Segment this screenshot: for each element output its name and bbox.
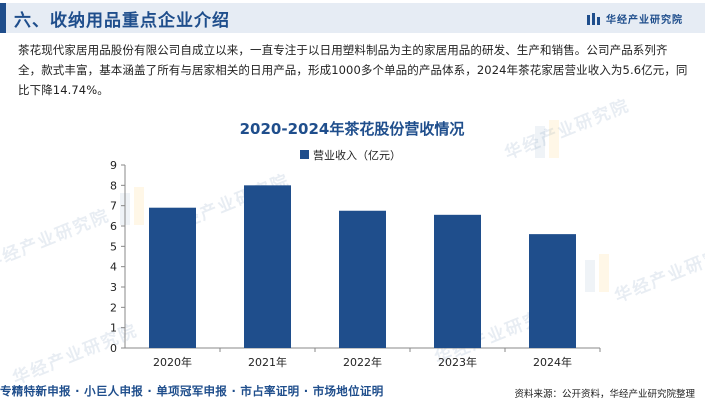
brand-logo-icon bbox=[587, 12, 600, 25]
y-tick-label: 5 bbox=[110, 240, 117, 253]
y-tick-label: 0 bbox=[110, 342, 117, 355]
intro-paragraph: 茶花现代家居用品股份有限公司自成立以来，一直专注于以日用塑料制品为主的家居用品的… bbox=[18, 43, 688, 97]
page-title: 六、收纳用品重点企业介绍 bbox=[14, 11, 230, 31]
y-tick-label: 6 bbox=[110, 220, 117, 233]
x-tick-label: 2021年 bbox=[248, 355, 287, 369]
y-tick-label: 8 bbox=[110, 179, 117, 192]
chart-bars bbox=[149, 185, 576, 348]
header-bar: 六、收纳用品重点企业介绍 华经产业研究院 bbox=[0, 3, 705, 33]
chart-axes: 0 1 2 3 4 5 6 7 8 9 2020年 2021年 2022年 2023年 2024年 bbox=[110, 159, 601, 369]
y-tick-label: 7 bbox=[110, 200, 117, 213]
brand: 华经产业研究院 bbox=[587, 11, 683, 26]
y-tick-label: 9 bbox=[110, 159, 117, 172]
y-tick-label: 4 bbox=[110, 261, 117, 274]
y-tick-label: 2 bbox=[110, 301, 117, 314]
bar-2 bbox=[244, 185, 291, 348]
y-tick-label: 3 bbox=[110, 281, 117, 294]
legend-swatch bbox=[300, 150, 309, 159]
x-tick-label: 2024年 bbox=[533, 355, 572, 369]
bar-3 bbox=[339, 210, 386, 348]
bar-5 bbox=[529, 234, 576, 348]
x-tick-label: 2023年 bbox=[438, 355, 477, 369]
bar-1 bbox=[149, 207, 196, 348]
x-tick-label: 2022年 bbox=[343, 355, 382, 369]
chart-legend: 营业收入（亿元） bbox=[300, 148, 401, 162]
footer-services: 专精特新申报 · 小巨人申报 · 单项冠军申报 · 市占率证明 · 市场地位证明 bbox=[0, 384, 384, 398]
bar-4 bbox=[434, 214, 481, 348]
legend-label: 营业收入（亿元） bbox=[313, 148, 401, 162]
footer-source: 资料来源：公开资料，华经产业研究院整理 bbox=[514, 389, 695, 400]
brand-name: 华经产业研究院 bbox=[606, 15, 683, 26]
y-tick-label: 1 bbox=[110, 322, 117, 335]
header-accent-stripe bbox=[0, 3, 6, 33]
x-tick-label: 2020年 bbox=[153, 355, 192, 369]
chart-title: 2020-2024年茶花股份营收情况 bbox=[240, 120, 465, 138]
